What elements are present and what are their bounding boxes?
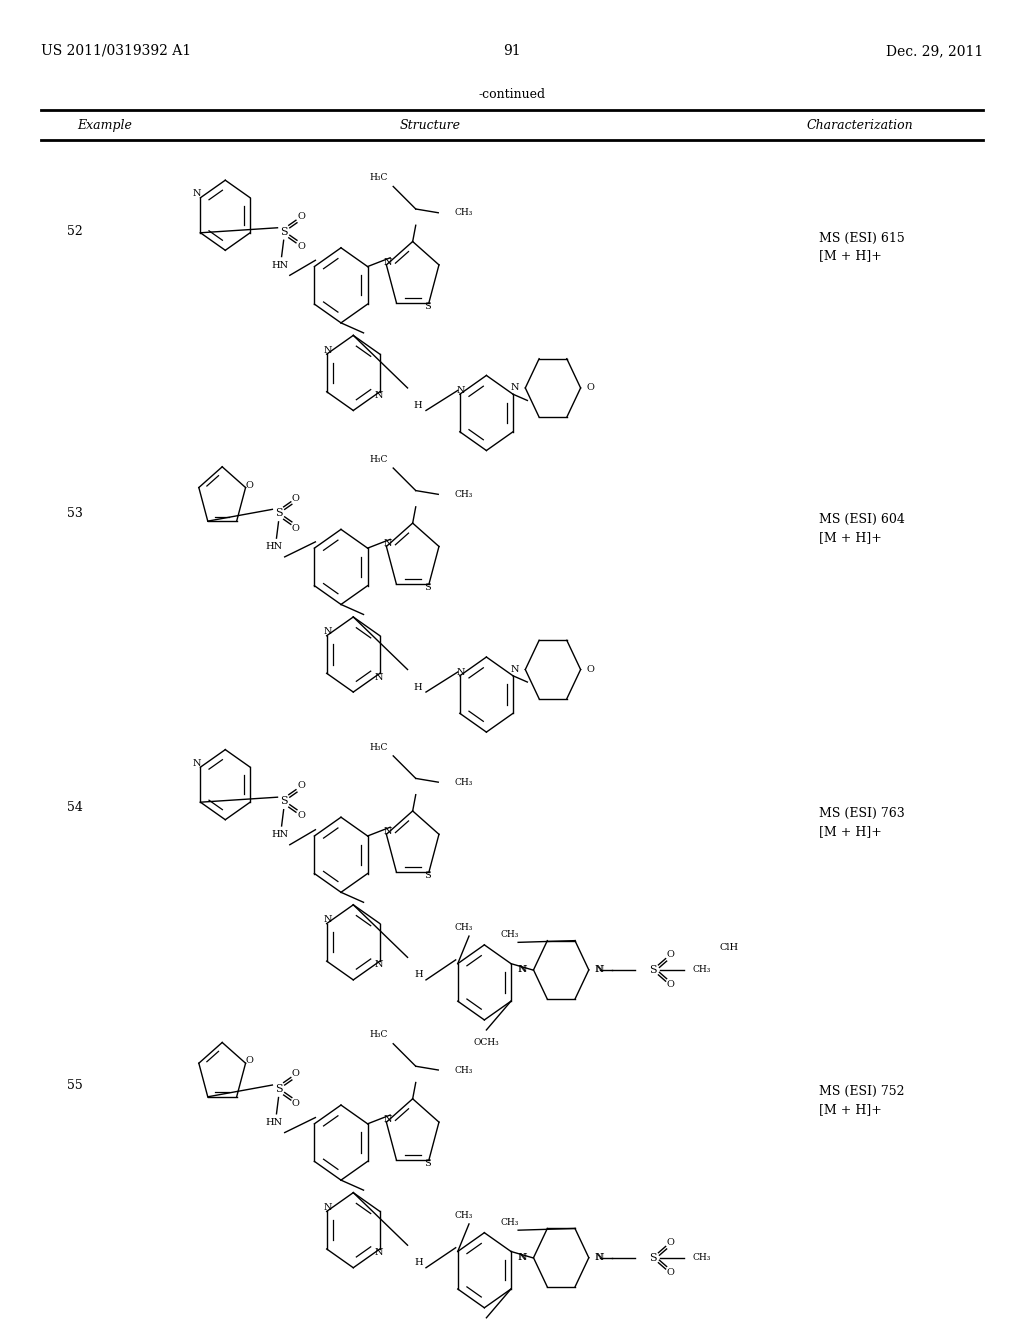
Text: HN: HN [271, 261, 288, 269]
Text: MS (ESI) 763
[M + H]+: MS (ESI) 763 [M + H]+ [819, 808, 905, 838]
Text: CH₃: CH₃ [692, 1253, 711, 1262]
Text: H₃C: H₃C [370, 173, 388, 182]
Text: N: N [519, 1253, 527, 1262]
Text: HN: HN [266, 1118, 283, 1127]
Text: N: N [383, 1115, 391, 1125]
Text: N: N [511, 383, 519, 392]
Text: 55: 55 [67, 1078, 82, 1092]
Text: S: S [425, 871, 431, 880]
Text: N: N [511, 665, 519, 675]
Text: CH₃: CH₃ [692, 965, 711, 974]
Text: Structure: Structure [399, 119, 461, 132]
Text: N: N [595, 1253, 603, 1262]
Text: N: N [193, 759, 201, 768]
Text: HN: HN [271, 830, 288, 840]
Text: S: S [274, 1084, 283, 1094]
Text: 54: 54 [67, 801, 83, 814]
Text: N: N [375, 1249, 383, 1257]
Text: O: O [297, 781, 305, 791]
Text: N: N [457, 385, 465, 395]
Text: N: N [375, 673, 383, 681]
Text: O: O [297, 213, 305, 220]
Text: O: O [667, 981, 675, 990]
Text: O: O [297, 242, 305, 251]
Text: Dec. 29, 2011: Dec. 29, 2011 [886, 44, 983, 58]
Text: N: N [324, 346, 332, 355]
Text: N: N [375, 961, 383, 969]
Text: N: N [596, 965, 604, 974]
Text: N: N [324, 915, 332, 924]
Text: O: O [292, 524, 300, 532]
Text: O: O [292, 494, 300, 503]
Text: 52: 52 [67, 226, 82, 239]
Text: 91: 91 [503, 44, 521, 58]
Text: 53: 53 [67, 507, 83, 520]
Text: MS (ESI) 615
[M + H]+: MS (ESI) 615 [M + H]+ [819, 231, 905, 263]
Text: US 2011/0319392 A1: US 2011/0319392 A1 [41, 44, 191, 58]
Text: N: N [596, 1253, 604, 1262]
Text: S: S [425, 1159, 431, 1168]
Text: S: S [425, 583, 431, 593]
Text: N: N [383, 257, 391, 267]
Text: S: S [280, 227, 288, 236]
Text: H₃C: H₃C [370, 743, 388, 751]
Text: S: S [274, 508, 283, 519]
Text: N: N [518, 1253, 526, 1262]
Text: CH₃: CH₃ [501, 931, 519, 940]
Text: H: H [414, 401, 422, 411]
Text: S: S [649, 965, 657, 975]
Text: H: H [415, 970, 423, 979]
Text: N: N [457, 668, 465, 677]
Text: O: O [297, 812, 305, 821]
Text: O: O [667, 950, 675, 960]
Text: CH₃: CH₃ [455, 1065, 473, 1074]
Text: N: N [383, 540, 391, 548]
Text: N: N [324, 1203, 332, 1212]
Text: -continued: -continued [478, 87, 546, 100]
Text: S: S [425, 302, 431, 312]
Text: S: S [280, 796, 288, 807]
Text: MS (ESI) 604
[M + H]+: MS (ESI) 604 [M + H]+ [819, 513, 905, 544]
Text: H: H [415, 1258, 423, 1267]
Text: N: N [375, 391, 383, 400]
Text: O: O [667, 1269, 675, 1278]
Text: OCH₃: OCH₃ [473, 1038, 500, 1047]
Text: N: N [519, 965, 527, 974]
Text: O: O [292, 1100, 300, 1109]
Text: Characterization: Characterization [807, 119, 913, 132]
Text: O: O [246, 480, 254, 490]
Text: N: N [193, 190, 201, 198]
Text: CH₃: CH₃ [455, 777, 473, 787]
Text: O: O [292, 1069, 300, 1078]
Text: N: N [324, 627, 332, 636]
Text: CH₃: CH₃ [455, 490, 473, 499]
Text: CH₃: CH₃ [455, 1210, 473, 1220]
Text: HN: HN [266, 543, 283, 552]
Text: CH₃: CH₃ [501, 1218, 519, 1228]
Text: O: O [246, 1056, 254, 1065]
Text: H₃C: H₃C [370, 1031, 388, 1039]
Text: S: S [649, 1253, 657, 1263]
Text: MS (ESI) 752
[M + H]+: MS (ESI) 752 [M + H]+ [819, 1085, 904, 1115]
Text: H: H [414, 682, 422, 692]
Text: O: O [667, 1238, 675, 1247]
Text: CH₃: CH₃ [455, 923, 473, 932]
Text: H₃C: H₃C [370, 455, 388, 463]
Text: N: N [595, 965, 603, 974]
Text: Example: Example [77, 119, 132, 132]
Text: N: N [383, 828, 391, 837]
Text: O: O [587, 383, 595, 392]
Text: CH₃: CH₃ [455, 209, 473, 218]
Text: N: N [518, 965, 526, 974]
Text: O: O [587, 665, 595, 675]
Text: ClH: ClH [720, 942, 739, 952]
